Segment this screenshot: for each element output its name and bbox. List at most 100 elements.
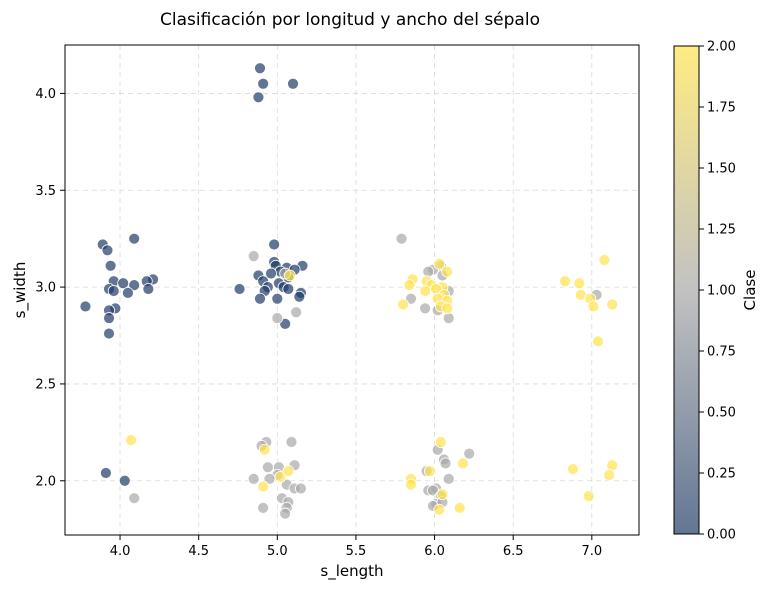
data-point [405,478,417,491]
data-point [419,285,432,297]
data-point [252,91,265,104]
data-point [587,300,600,313]
data-point [282,465,295,477]
x-tick-label: 4.5 [188,544,209,559]
data-point [442,472,455,485]
data-point [463,447,476,460]
colorbar-tick-label: 1.25 [707,223,736,238]
data-point [293,290,306,303]
plot-frame [64,44,640,536]
colorbar-tick-label: 1.75 [707,101,736,116]
x-tick-label: 6.0 [424,544,445,559]
data-point [257,77,270,90]
data-point [433,257,446,270]
data-point [598,254,611,266]
x-tick-label: 7.0 [581,544,602,559]
data-point [107,285,120,297]
colorbar [673,45,700,535]
data-point [441,265,454,278]
y-axis-label: s_width [11,262,30,319]
colorbar-tick-label: 0.75 [707,345,736,360]
data-point [279,317,292,330]
data-point [261,461,274,474]
y-tick-label: 2.5 [35,377,56,392]
colorbar-ticks: 0.00 0.25 0.50 0.75 1.00 1.25 1.50 1.75 2.00 [699,40,736,543]
data-point [279,507,292,520]
data-point [79,300,92,313]
data-point [422,265,435,278]
data-point [265,267,277,280]
colorbar-tick-label: 0.25 [707,467,736,482]
data-point [271,292,284,305]
data-point [567,463,579,476]
data-point [290,306,303,319]
data-point [285,436,298,448]
data-point [439,457,452,470]
colorbar-tick-label: 2.00 [707,40,736,55]
data-point [603,469,616,481]
y-tick-label: 4.0 [35,87,56,102]
data-point [128,279,141,292]
data-point [606,298,619,311]
colorbar-tick-label: 1.00 [707,284,736,299]
data-point [419,302,432,315]
data-point [436,488,449,501]
x-tick-label: 5.0 [267,544,288,559]
data-point [395,232,408,245]
data-point [453,501,466,514]
data-point [233,283,246,295]
data-point [257,480,270,493]
data-point [99,467,112,479]
data-point [456,457,469,470]
data-point [397,298,410,311]
x-axis-label: s_length [320,562,383,581]
data-point [257,501,270,514]
x-tick-label: 6.5 [503,544,524,559]
data-point [101,244,114,257]
data-point [274,470,287,483]
data-point [283,269,296,282]
colorbar-label: Clase [741,270,759,311]
data-point [125,434,137,446]
data-point [442,312,455,324]
data-point [254,62,266,75]
data-point [103,327,115,340]
data-point [405,292,417,305]
x-tick-label: 4.0 [110,544,131,559]
data-point [287,77,299,90]
data-point [247,472,260,485]
data-point [441,302,454,315]
data-point [282,283,295,295]
data-point [268,238,281,251]
chart-title: Clasificación por longitud y ancho del s… [160,10,540,30]
x-axis-ticks: 4.0 4.5 5.0 5.5 6.0 6.5 7.0 [110,535,602,559]
data-point [128,232,141,245]
data-point [254,292,266,305]
data-point [142,283,155,295]
x-tick-label: 5.5 [346,544,367,559]
data-point [433,503,446,516]
data-point [573,277,586,290]
data-point [403,279,416,292]
data-point [592,335,605,348]
data-point [103,312,115,324]
data-point [258,443,271,456]
y-axis-ticks: 2.0 2.5 3.0 3.5 4.0 [35,87,65,489]
data-point [559,275,571,288]
colorbar-tick-label: 0.00 [707,528,736,543]
data-points [79,62,619,520]
data-point [434,436,447,448]
colorbar-tick-label: 1.50 [707,162,736,177]
data-point [294,482,307,495]
data-point [582,490,595,503]
data-point [104,259,117,272]
data-point [423,465,436,477]
data-point [122,287,134,299]
y-tick-label: 2.0 [35,474,56,489]
y-tick-label: 3.0 [35,281,56,296]
data-point [247,250,260,263]
colorbar-tick-label: 0.50 [707,406,736,421]
data-point [118,474,131,487]
y-tick-label: 3.5 [35,184,56,199]
